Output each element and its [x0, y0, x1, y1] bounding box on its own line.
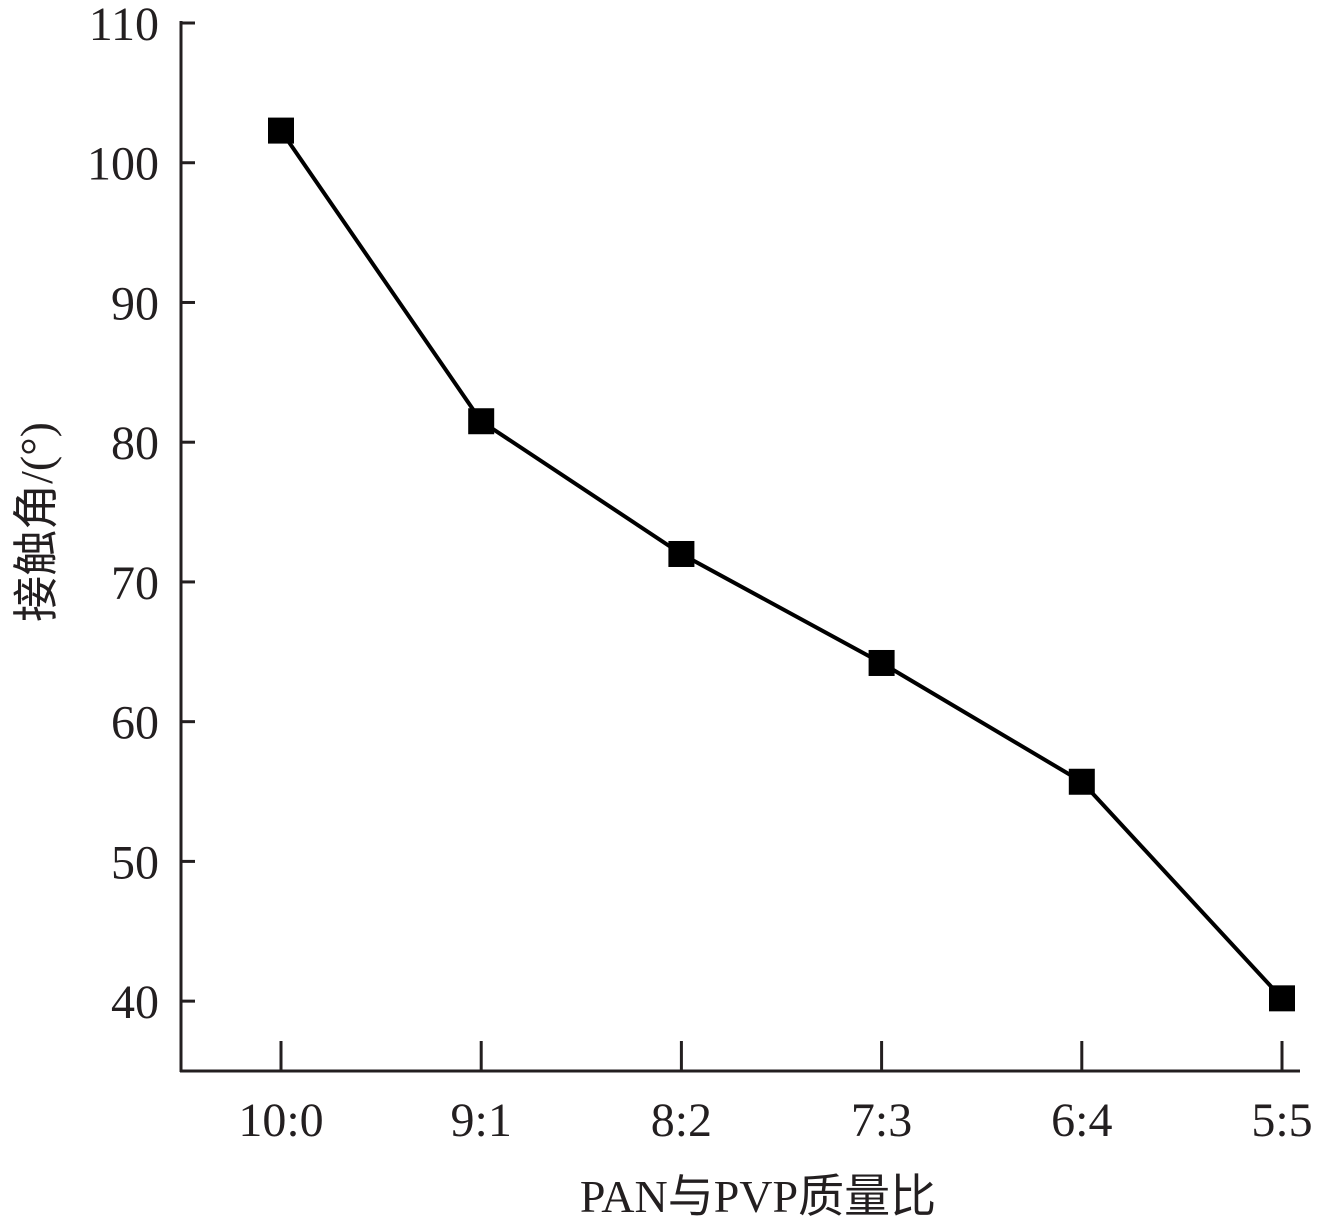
- y-tick-label: 70: [111, 557, 159, 610]
- x-tick-label: 8:2: [651, 1094, 712, 1147]
- x-tick-label: 6:4: [1051, 1094, 1112, 1147]
- y-tick-label: 90: [111, 277, 159, 330]
- data-point: [868, 649, 895, 676]
- data-point: [468, 408, 495, 435]
- y-axis-label: 接触角/(°): [11, 422, 62, 622]
- data-point: [668, 540, 695, 567]
- series: [268, 117, 1295, 1012]
- y-tick-label: 60: [111, 697, 159, 750]
- x-tick-label: 7:3: [851, 1094, 912, 1147]
- x-tick-label: 5:5: [1251, 1094, 1312, 1147]
- data-point: [1269, 985, 1295, 1012]
- y-tick-label: 40: [111, 976, 159, 1029]
- axes: [179, 21, 1300, 1073]
- data-point: [268, 117, 294, 144]
- x-tick-label: 10:0: [238, 1094, 323, 1147]
- data-point: [1068, 768, 1095, 795]
- x-axis-label: PAN与PVP质量比: [580, 1171, 936, 1221]
- y-tick-label: 80: [111, 417, 159, 470]
- y-tick-label: 100: [87, 138, 159, 191]
- x-tick-label: 9:1: [451, 1094, 512, 1147]
- y-ticks: 40 50 60 70 80 90 100 110: [87, 0, 195, 1029]
- y-tick-label: 50: [111, 836, 159, 889]
- y-tick-label: 110: [89, 0, 159, 51]
- series-line: [279, 129, 1284, 1000]
- x-ticks: 10:0 9:1 8:2 7:3 6:4 5:5: [238, 1041, 1313, 1147]
